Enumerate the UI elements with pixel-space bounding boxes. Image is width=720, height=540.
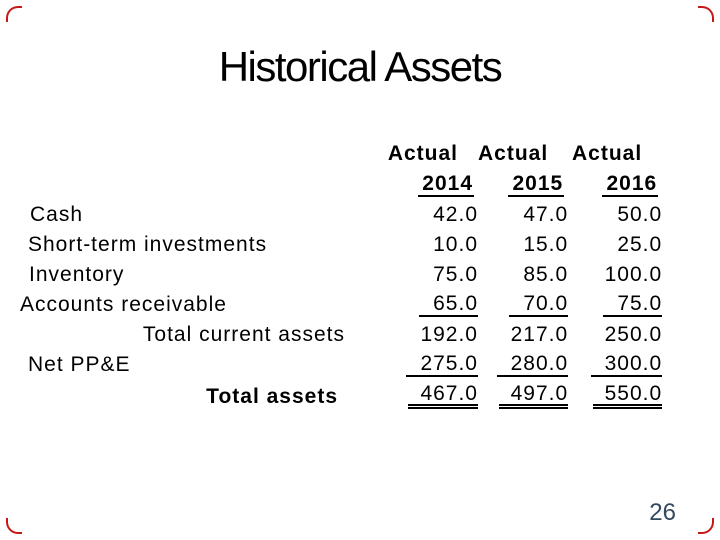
value-text: 300.0 (590, 353, 663, 377)
value-text: 550.0 (592, 383, 663, 409)
table-row: Total current assets 192.0 217.0 250.0 (0, 322, 662, 352)
year-header-row: 2014 2015 2016 (0, 171, 662, 202)
slide-title: Historical Assets (218, 43, 503, 90)
year-header: 2016 (568, 171, 662, 202)
row-label: Accounts receivable (20, 293, 227, 316)
value-cell: 75.0 (345, 262, 478, 292)
value-text: 275.0 (406, 353, 478, 377)
value-cell: 192.0 (345, 322, 478, 352)
value-text: 70.0 (509, 293, 569, 317)
value-cell: 75.0 (568, 292, 663, 322)
value-text: 47.0 (523, 203, 569, 226)
value-cell: 70.0 (478, 292, 569, 322)
value-text: 75.0 (433, 263, 478, 286)
value-cell: 497.0 (478, 382, 569, 414)
year-header: 2014 (345, 171, 478, 202)
table-row: Total assets 467.0 497.0 550.0 (0, 382, 663, 414)
value-cell: 15.0 (478, 232, 568, 262)
value-text: 192.0 (420, 323, 478, 346)
value-text: 497.0 (498, 383, 569, 409)
value-cell: 47.0 (478, 202, 568, 232)
table-row: Short-term investments 10.0 15.0 25.0 (0, 232, 662, 262)
row-label: Total assets (206, 385, 338, 408)
value-text: 85.0 (523, 263, 569, 286)
value-text: 50.0 (617, 203, 663, 226)
table-row: Net PP&E 275.0 280.0 300.0 (0, 352, 663, 382)
value-cell: 42.0 (345, 202, 478, 232)
value-cell: 10.0 (345, 232, 478, 262)
value-text: 467.0 (408, 383, 478, 409)
column-header: Actual (572, 142, 643, 165)
value-cell: 25.0 (568, 232, 662, 262)
page-number: 26 (649, 499, 676, 526)
row-label: Cash (30, 203, 84, 226)
row-label: Inventory (29, 263, 125, 286)
value-text: 10.0 (433, 233, 478, 256)
value-text: 280.0 (496, 353, 569, 377)
value-cell: 50.0 (568, 202, 662, 232)
corner-border-icon (698, 518, 714, 534)
value-cell: 467.0 (345, 382, 478, 414)
value-cell: 300.0 (568, 352, 663, 382)
table-row: Cash 42.0 47.0 50.0 (0, 202, 662, 232)
corner-border-icon (6, 518, 22, 534)
historical-assets-table: Actual Actual Actual 2014 2015 2016 Cash… (0, 142, 663, 414)
table-row: Inventory 75.0 85.0 100.0 (0, 262, 662, 292)
value-text: 42.0 (433, 203, 478, 226)
value-cell: 280.0 (478, 352, 569, 382)
year-header: 2015 (478, 171, 568, 202)
value-text: 100.0 (604, 263, 663, 286)
row-label: Total current assets (142, 323, 345, 346)
row-label: Net PP&E (28, 353, 131, 376)
column-header: Actual (478, 142, 549, 165)
value-text: 65.0 (419, 293, 478, 317)
row-label: Short-term investments (28, 233, 268, 256)
column-header: Actual (387, 142, 458, 165)
value-text: 250.0 (604, 323, 663, 346)
table-row: Accounts receivable 65.0 70.0 75.0 (0, 292, 663, 322)
value-cell: 85.0 (478, 262, 568, 292)
header-spacer-cell (0, 142, 345, 171)
value-cell: 275.0 (345, 352, 478, 382)
assets-table: Actual Actual Actual 2014 2015 2016 Cash… (0, 142, 663, 414)
value-cell: 250.0 (568, 322, 662, 352)
table-body: Cash 42.0 47.0 50.0 Short-term investments 10… (0, 202, 663, 414)
value-text: 217.0 (510, 323, 569, 346)
value-text: 15.0 (523, 233, 569, 256)
value-cell: 100.0 (568, 262, 662, 292)
value-cell: 217.0 (478, 322, 568, 352)
value-cell: 550.0 (568, 382, 663, 414)
value-text: 25.0 (617, 233, 663, 256)
value-text: 75.0 (603, 293, 663, 317)
header-spacer-cell (0, 171, 345, 202)
value-cell: 65.0 (345, 292, 478, 322)
corner-border-icon (698, 6, 714, 22)
corner-border-icon (6, 6, 22, 22)
actual-header-row: Actual Actual Actual (0, 142, 662, 171)
